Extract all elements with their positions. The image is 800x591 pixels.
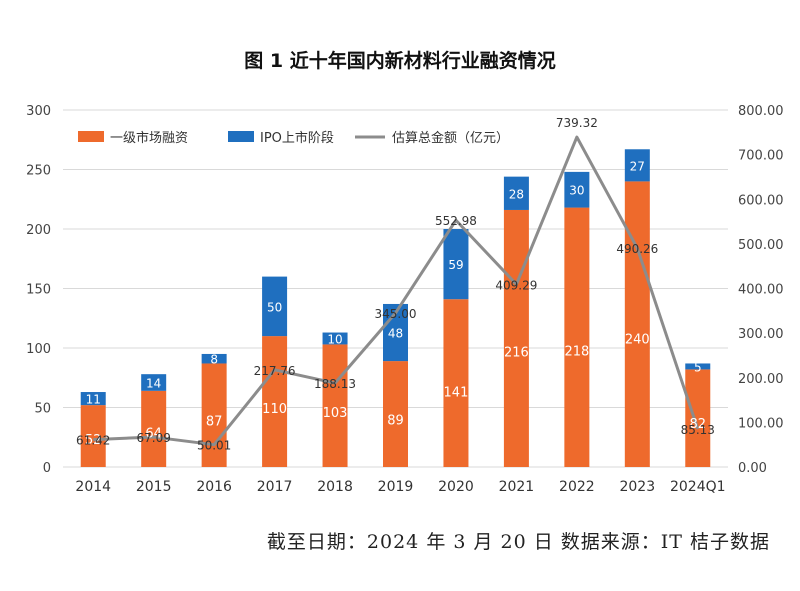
bar-primary-market (201, 363, 227, 467)
bar-ipo (564, 171, 590, 208)
amount-polyline (93, 135, 700, 447)
x-tick-label: 2019 (378, 479, 414, 495)
right-tick-label: 200.00 (738, 372, 784, 387)
bar-label-ipo: 10 (327, 332, 342, 346)
bar-primary-market (624, 181, 650, 467)
right-tick-label: 100.00 (738, 416, 784, 431)
x-tick-label: 2015 (136, 479, 172, 495)
line-value-label: 85.13 (681, 423, 715, 437)
bar-ipo (443, 229, 469, 300)
bar-label-primary: 82 (689, 417, 706, 432)
chart-title: 图 1 近十年国内新材料行业融资情况 (244, 50, 556, 72)
line-value-label: 345.00 (375, 307, 417, 321)
right-tick-label: 800.00 (738, 104, 784, 119)
bar-ipo (80, 392, 106, 406)
x-tick-label: 2024Q1 (670, 479, 726, 495)
bar-label-ipo: 14 (146, 377, 161, 391)
bar-primary-market (564, 207, 590, 467)
legend-label-line: 估算总金额（亿元） (392, 130, 509, 146)
bar-ipo (262, 276, 288, 337)
right-tick-label: 600.00 (738, 193, 784, 208)
right-tick-label: 0.00 (738, 461, 767, 476)
bar-label-ipo: 30 (569, 184, 584, 198)
bar-label-primary: 52 (85, 433, 102, 448)
bar-primary-market (322, 344, 348, 467)
bar-label-ipo: 8 (210, 353, 218, 367)
bar-label-primary: 87 (206, 414, 223, 429)
left-tick-label: 100 (26, 342, 51, 357)
right-tick-label: 500.00 (738, 238, 784, 253)
right-tick-label: 400.00 (738, 283, 784, 298)
bar-label-primary: 216 (504, 345, 529, 360)
bar-primary-market (443, 299, 469, 467)
footer-note: 截至日期：2024 年 3 月 20 日 数据来源：IT 桔子数据 (266, 531, 770, 553)
x-tick-label: 2014 (75, 479, 111, 495)
bar-primary-market (383, 361, 408, 467)
legend: 一级市场融资 IPO上市阶段 估算总金额（亿元） (78, 130, 509, 146)
legend-label-primary: 一级市场融资 (110, 130, 188, 146)
bar-label-primary: 110 (262, 402, 287, 417)
line-value-label: 50.01 (197, 439, 231, 453)
legend-label-ipo: IPO上市阶段 (260, 130, 334, 146)
bar-primary-market (685, 369, 711, 467)
bar-label-primary: 103 (323, 406, 348, 421)
left-tick-label: 0 (43, 461, 51, 476)
bar-ipo (201, 353, 227, 364)
bar-primary-market (503, 209, 529, 467)
legend-swatch-ipo (228, 131, 254, 142)
line-value-label: 61.42 (76, 434, 110, 448)
line-value-label: 217.76 (254, 364, 296, 378)
amount-line (93, 135, 700, 447)
line-value-label: 67.09 (137, 431, 171, 445)
bar-ipo (503, 176, 529, 210)
bar-label-primary: 218 (564, 344, 589, 359)
bar-ipo (322, 332, 348, 345)
line-value-label: 409.29 (495, 278, 537, 292)
x-tick-label: 2016 (196, 479, 232, 495)
line-value-label: 490.26 (616, 242, 658, 256)
x-tick-label: 2018 (317, 479, 353, 495)
left-tick-label: 300 (26, 104, 51, 119)
bar-label-ipo: 28 (509, 187, 524, 201)
bar-label-ipo: 48 (388, 327, 403, 341)
left-tick-label: 200 (26, 223, 51, 238)
left-tick-label: 250 (26, 164, 51, 179)
legend-swatch-primary (78, 131, 104, 142)
left-tick-label: 50 (34, 402, 51, 417)
right-tick-label: 300.00 (738, 327, 784, 342)
bar-label-primary: 89 (387, 413, 404, 428)
line-value-label: 188.13 (314, 377, 356, 391)
data-labels: 52 11 64 14 87 8 110 50 103 10 89 48 141 59 216 28 218 30… (76, 116, 715, 453)
line-value-label: 739.32 (556, 116, 598, 130)
x-tick-label: 2022 (559, 479, 595, 495)
bar-label-ipo: 27 (630, 159, 645, 173)
bar-label-primary: 64 (145, 427, 162, 442)
bar-label-primary: 141 (444, 385, 469, 400)
bar-label-ipo: 5 (694, 360, 702, 374)
axes: 0 50 100 150 200 250 300 0.00 100.00 200.00 300.00… (26, 104, 783, 495)
x-tick-label: 2020 (438, 479, 474, 495)
x-tick-label: 2021 (499, 479, 535, 495)
bar-primary-market (80, 405, 106, 467)
x-tick-label: 2017 (257, 479, 293, 495)
bar-ipo (141, 374, 167, 391)
x-tick-label: 2023 (619, 479, 655, 495)
bars (80, 149, 711, 467)
right-tick-label: 700.00 (738, 149, 784, 164)
bar-label-primary: 240 (625, 332, 650, 347)
line-value-label: 552.98 (435, 214, 477, 228)
left-tick-label: 150 (26, 283, 51, 298)
bar-ipo (685, 363, 711, 370)
bar-ipo (624, 149, 650, 182)
bar-label-ipo: 11 (86, 393, 101, 407)
bar-label-ipo: 50 (267, 300, 282, 314)
bar-primary-market (141, 390, 167, 467)
bar-primary-market (262, 336, 288, 467)
bar-label-ipo: 59 (448, 258, 463, 272)
